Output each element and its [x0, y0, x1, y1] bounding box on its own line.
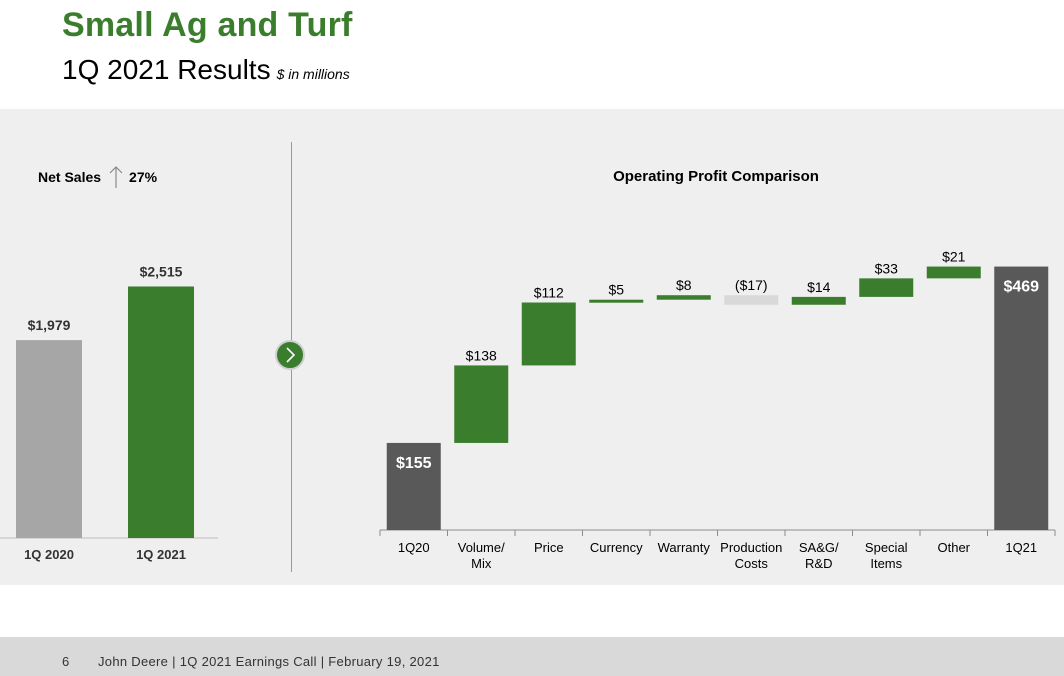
next-arrow-button[interactable] — [275, 340, 305, 370]
footer-text: John Deere | 1Q 2021 Earnings Call | Feb… — [98, 654, 440, 669]
operating-profit-chart: Operating Profit Comparison $155 1Q20 $138 V… — [379, 168, 1056, 571]
subtitle-text: 1Q 2021 Results — [62, 54, 271, 85]
net-sales-category-label: 1Q 2020 — [24, 547, 74, 562]
op-bar — [994, 266, 1049, 530]
op-bar — [926, 266, 981, 279]
op-category-label: Other — [937, 540, 970, 555]
op-category-label: Special — [865, 540, 908, 555]
op-category-label: Volume/ — [458, 540, 505, 555]
op-category-label: R&D — [805, 556, 832, 571]
op-bar — [589, 299, 644, 303]
op-category-label: Mix — [471, 556, 492, 571]
op-bar — [656, 295, 711, 300]
up-arrow-icon — [109, 166, 123, 188]
op-value-label: $138 — [466, 347, 497, 363]
op-bar — [386, 442, 441, 530]
op-category-label: 1Q21 — [1005, 540, 1037, 555]
op-bar — [454, 365, 509, 443]
page-subtitle: 1Q 2021 Results $ in millions — [62, 54, 350, 86]
op-category-label: SA&G/ — [799, 540, 839, 555]
op-bar — [791, 296, 846, 305]
op-value-label: $14 — [807, 279, 831, 295]
op-value-label: $8 — [676, 277, 692, 293]
op-bar — [724, 295, 779, 305]
op-chart-title: Operating Profit Comparison — [613, 168, 819, 185]
net-sales-bar — [128, 286, 194, 538]
net-sales-category-label: 1Q 2021 — [136, 547, 186, 562]
op-category-label: Price — [534, 540, 564, 555]
chevron-right-icon — [286, 347, 296, 363]
op-category-label: 1Q20 — [398, 540, 430, 555]
units-note: $ in millions — [276, 66, 350, 82]
net-sales-value-label: $1,979 — [28, 317, 71, 333]
op-category-label: Warranty — [658, 540, 711, 555]
footer: 6 John Deere | 1Q 2021 Earnings Call | F… — [0, 637, 1064, 676]
net-sales-value-label: $2,515 — [140, 264, 183, 280]
op-category-label: Production — [720, 540, 782, 555]
op-value-label: $5 — [608, 282, 624, 298]
op-value-label: ($17) — [735, 277, 768, 293]
net-sales-header: Net Sales 27% — [38, 165, 157, 189]
op-value-label: $33 — [875, 260, 899, 276]
op-value-label: $155 — [396, 455, 432, 472]
net-sales-label: Net Sales — [38, 169, 102, 185]
net-sales-change: 27% — [129, 169, 158, 185]
net-sales-bar — [16, 340, 82, 538]
op-bar — [859, 278, 914, 297]
op-category-label: Items — [870, 556, 902, 571]
page-number: 6 — [62, 654, 70, 669]
page-title: Small Ag and Turf — [62, 6, 353, 44]
op-value-label: $112 — [534, 285, 564, 301]
net-sales-chart: $1,979 1Q 2020 $2,515 1Q 2021 — [0, 264, 218, 562]
op-category-label: Currency — [590, 540, 643, 555]
op-bar — [521, 302, 576, 366]
op-category-label: Costs — [735, 556, 769, 571]
op-value-label: $21 — [942, 249, 966, 265]
op-value-label: $469 — [1003, 279, 1039, 296]
